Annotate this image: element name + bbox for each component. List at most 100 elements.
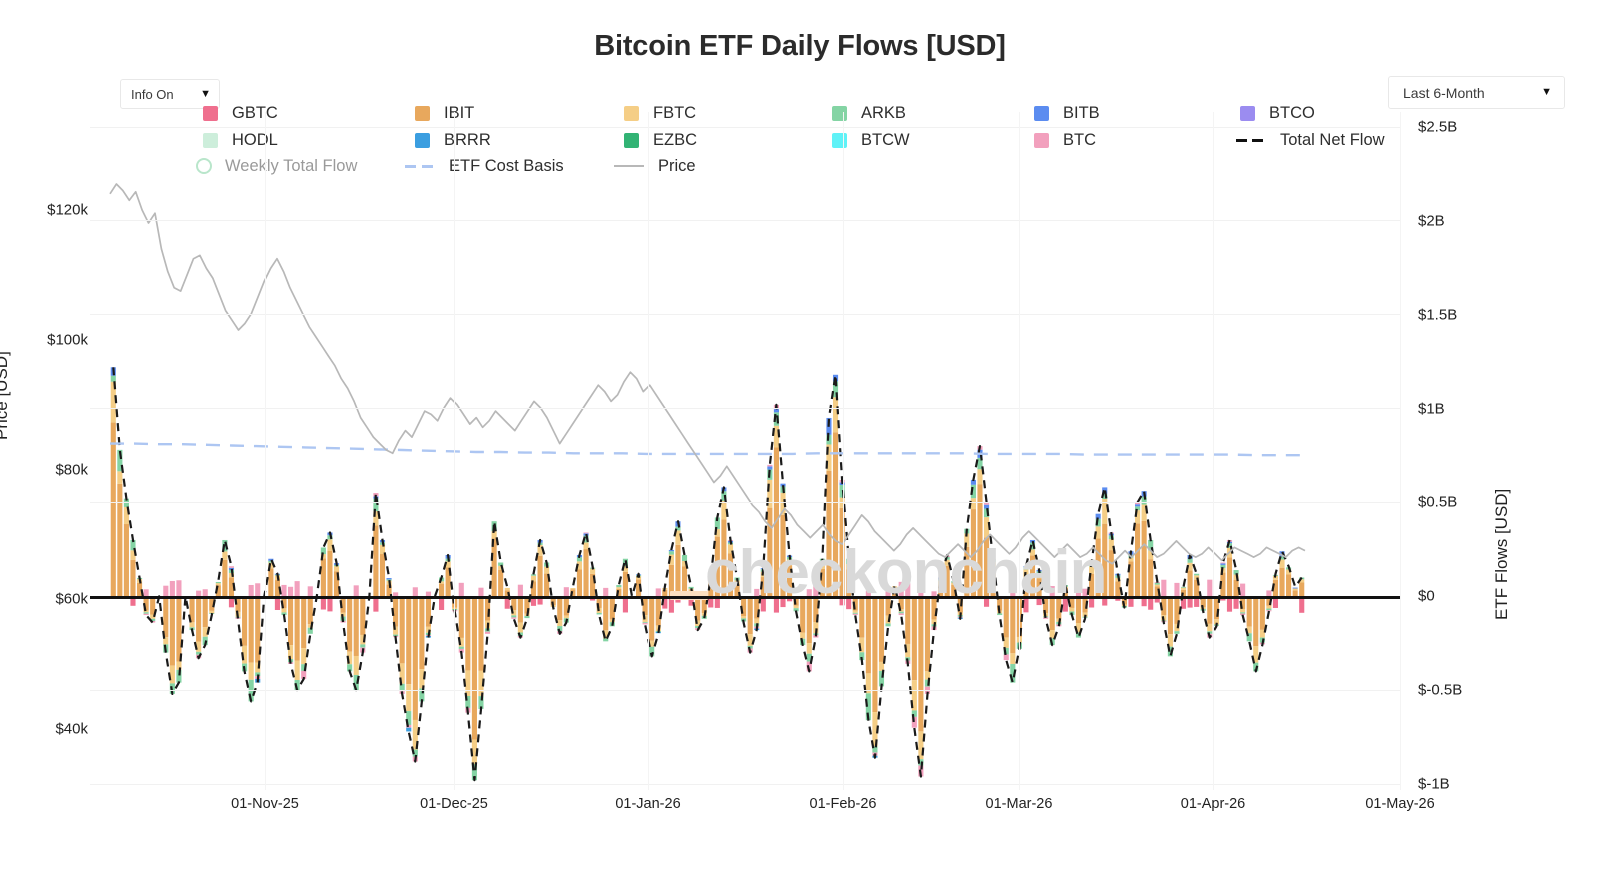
total-net-flow-line bbox=[112, 367, 1303, 782]
bar-segment bbox=[603, 587, 609, 597]
legend-item-bitb[interactable]: BITB bbox=[1034, 103, 1100, 123]
legend-item-btc[interactable]: BTC bbox=[1034, 130, 1096, 150]
bar-segment bbox=[1003, 647, 1009, 655]
bar-segment bbox=[1266, 590, 1272, 597]
bar-segment bbox=[747, 645, 753, 649]
bar-segment bbox=[373, 596, 379, 612]
bar-segment bbox=[228, 572, 235, 578]
bar-segment bbox=[839, 507, 845, 597]
bar-segment bbox=[898, 611, 904, 614]
bar-segment bbox=[990, 568, 996, 597]
bar-segment bbox=[327, 550, 333, 597]
bar-segment bbox=[668, 596, 674, 613]
bar-segment bbox=[642, 621, 648, 623]
bar-segment bbox=[773, 596, 779, 613]
info-on-dropdown[interactable]: Info On ▼ bbox=[120, 79, 220, 109]
y-axis-right-tick: $-1B bbox=[1418, 775, 1450, 793]
bar-segment bbox=[741, 616, 747, 619]
legend-swatch-icon bbox=[1034, 132, 1049, 148]
bar-segment bbox=[379, 544, 386, 555]
bar-segment bbox=[484, 631, 491, 634]
legend-swatch-icon bbox=[203, 132, 218, 148]
bar-segment bbox=[399, 663, 405, 684]
bar-segment bbox=[1207, 623, 1213, 632]
bar-segment bbox=[832, 381, 839, 398]
bar-segment bbox=[1187, 558, 1193, 563]
legend-item-btco[interactable]: BTCO bbox=[1240, 103, 1315, 123]
bar-segment bbox=[465, 695, 471, 708]
bar-segment bbox=[1121, 596, 1127, 605]
bar-segment bbox=[741, 596, 747, 617]
bar-segment bbox=[268, 558, 274, 561]
legend-item-etf-cost-basis[interactable]: ETF Cost Basis bbox=[405, 156, 564, 176]
bar-segment bbox=[1259, 596, 1265, 630]
bar-segment bbox=[1102, 493, 1108, 500]
chevron-down-icon: ▼ bbox=[1541, 86, 1552, 98]
legend-item-weekly-total-flow[interactable]: Weekly Total Flow bbox=[196, 156, 357, 176]
bar-segment bbox=[143, 613, 149, 616]
bar-segment bbox=[590, 568, 596, 574]
bar-segment bbox=[1075, 622, 1082, 633]
bar-segment bbox=[1226, 557, 1233, 597]
bar-segment bbox=[419, 596, 425, 670]
bar-segment bbox=[386, 584, 392, 597]
legend-item-ezbc[interactable]: EZBC bbox=[624, 130, 697, 150]
bar-segment bbox=[668, 551, 674, 555]
legend-label: Total Net Flow bbox=[1280, 130, 1385, 149]
bar-segment bbox=[268, 560, 274, 563]
bar-segment bbox=[754, 588, 760, 597]
bar-segment bbox=[1220, 562, 1226, 564]
bar-segment bbox=[1010, 653, 1016, 665]
bar-segment bbox=[583, 542, 589, 550]
legend-item-fbtc[interactable]: FBTC bbox=[624, 103, 696, 123]
bar-segment bbox=[320, 554, 326, 559]
legend-item-brrr[interactable]: BRRR bbox=[415, 130, 491, 150]
bar-segment bbox=[1233, 570, 1239, 575]
bar-segment bbox=[616, 585, 622, 588]
time-range-dropdown[interactable]: Last 6-Month ▼ bbox=[1388, 76, 1565, 109]
bar-segment bbox=[1089, 566, 1095, 574]
bar-segment bbox=[1292, 587, 1298, 589]
bar-segment bbox=[1148, 596, 1154, 610]
bar-segment bbox=[747, 634, 753, 646]
legend-item-gbtc[interactable]: GBTC bbox=[203, 103, 278, 123]
bar-segment bbox=[603, 630, 609, 639]
gridline-h bbox=[90, 127, 1400, 128]
bar-segment bbox=[347, 596, 353, 652]
bar-segment bbox=[176, 661, 182, 670]
legend-label: BTCO bbox=[1269, 103, 1315, 122]
bar-segment bbox=[865, 596, 871, 674]
bar-segment bbox=[439, 583, 445, 597]
bar-segment bbox=[1180, 586, 1187, 588]
bar-segment bbox=[163, 585, 169, 597]
bar-segment bbox=[1194, 573, 1200, 576]
bar-segment bbox=[852, 613, 858, 616]
bar-segment bbox=[143, 596, 149, 611]
bar-segment bbox=[1135, 523, 1141, 597]
bar-segment bbox=[1010, 664, 1016, 683]
bar-segment bbox=[406, 727, 412, 732]
bar-segment bbox=[780, 596, 786, 608]
x-axis-tick: 01-Apr-26 bbox=[1180, 796, 1246, 812]
bar-segment bbox=[248, 584, 254, 597]
bar-segment bbox=[1187, 562, 1193, 571]
bar-segment bbox=[1233, 596, 1239, 609]
bar-segment bbox=[189, 596, 195, 623]
bar-segment bbox=[439, 581, 445, 584]
legend-item-ibit[interactable]: IBIT bbox=[415, 103, 474, 123]
bar-segment bbox=[373, 525, 379, 597]
bar-segment bbox=[636, 579, 642, 597]
bar-segment bbox=[458, 648, 464, 653]
legend-item-hodl[interactable]: HODL bbox=[203, 130, 278, 150]
bar-segment bbox=[163, 596, 169, 638]
bar-segment bbox=[320, 547, 326, 555]
bar-segment bbox=[294, 660, 300, 680]
gridline-h bbox=[90, 784, 1400, 785]
bar-segment bbox=[800, 596, 806, 633]
bar-segment bbox=[964, 546, 970, 597]
bar-segment bbox=[773, 412, 779, 426]
legend-item-price[interactable]: Price bbox=[614, 156, 696, 176]
bar-segment bbox=[242, 596, 248, 646]
legend-item-total-net-flow[interactable]: Total Net Flow bbox=[1236, 130, 1385, 150]
